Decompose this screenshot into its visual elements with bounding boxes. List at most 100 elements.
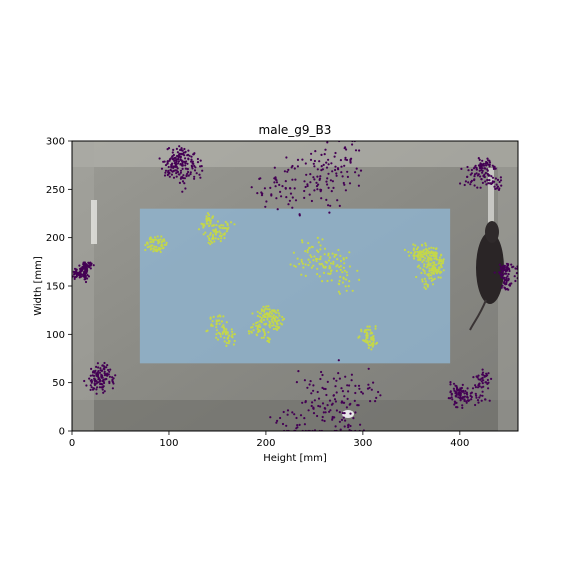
data-point: [157, 242, 160, 245]
data-point: [478, 169, 481, 172]
data-point: [177, 158, 180, 161]
data-point: [164, 171, 167, 174]
data-point: [336, 258, 339, 261]
data-point: [343, 269, 346, 272]
data-point: [422, 249, 425, 252]
data-point: [148, 245, 151, 248]
data-point: [461, 396, 464, 399]
data-point: [360, 328, 363, 331]
data-point: [313, 178, 316, 181]
data-point: [111, 380, 114, 384]
data-point: [322, 411, 325, 414]
data-point: [341, 390, 344, 393]
data-point: [216, 338, 220, 341]
data-point: [321, 402, 325, 405]
data-point: [372, 341, 375, 344]
arena-left-wall: [72, 141, 94, 431]
data-point: [345, 289, 348, 292]
data-point: [329, 179, 332, 182]
data-point: [343, 395, 346, 398]
data-point: [262, 336, 265, 339]
data-point: [94, 369, 97, 372]
data-point: [350, 373, 353, 376]
data-point: [263, 187, 266, 190]
data-point: [503, 264, 506, 267]
data-point: [85, 265, 89, 268]
data-point: [165, 241, 168, 244]
data-point: [338, 377, 341, 380]
data-point: [294, 265, 297, 268]
data-point: [172, 153, 175, 157]
data-point: [374, 400, 377, 403]
data-point: [181, 163, 184, 166]
data-point: [260, 316, 263, 320]
data-point: [370, 342, 373, 345]
data-point: [282, 410, 285, 414]
data-point: [297, 370, 300, 373]
data-point: [487, 163, 490, 166]
data-point: [295, 416, 298, 420]
data-point: [233, 339, 236, 343]
data-point: [442, 258, 445, 261]
data-point: [438, 262, 441, 265]
data-point: [498, 263, 502, 266]
data-point: [220, 237, 223, 240]
data-point: [361, 392, 364, 395]
data-point: [477, 157, 480, 160]
data-point: [263, 332, 266, 335]
data-point: [463, 392, 466, 395]
data-point: [96, 374, 99, 378]
data-point: [333, 398, 337, 401]
data-point: [416, 250, 419, 253]
y-tick-label: 100: [46, 330, 65, 341]
data-point: [209, 232, 212, 235]
data-point: [426, 258, 429, 261]
data-point: [266, 308, 269, 311]
data-point: [490, 377, 493, 380]
data-point: [505, 267, 509, 270]
data-point: [170, 163, 173, 166]
data-point: [481, 159, 484, 162]
data-point: [216, 315, 219, 318]
arena-photo: [72, 141, 518, 431]
data-point: [210, 324, 213, 327]
data-point: [296, 158, 300, 161]
data-point: [324, 407, 327, 410]
data-point: [428, 270, 431, 273]
data-point: [490, 182, 493, 185]
x-tick-label: 200: [256, 438, 275, 449]
y-tick-label: 0: [59, 427, 65, 438]
data-point: [344, 189, 347, 192]
data-point: [323, 153, 326, 156]
data-point: [232, 343, 235, 346]
data-point: [278, 183, 281, 186]
data-point: [260, 194, 264, 197]
data-point: [341, 271, 344, 274]
mouse-head: [485, 221, 499, 243]
data-point: [330, 162, 333, 165]
data-point: [177, 162, 180, 165]
data-point: [412, 243, 415, 246]
data-point: [440, 260, 443, 263]
data-point: [175, 175, 178, 178]
data-point: [304, 185, 307, 189]
data-point: [163, 160, 166, 163]
data-point: [329, 262, 333, 265]
data-point: [408, 254, 411, 257]
data-point: [374, 325, 377, 328]
data-point: [265, 322, 268, 325]
data-point: [182, 174, 185, 177]
data-point: [167, 169, 170, 172]
data-point: [423, 277, 426, 280]
data-point: [294, 178, 297, 181]
data-point: [425, 282, 428, 285]
data-point: [477, 401, 480, 404]
data-point: [211, 224, 214, 227]
data-point: [440, 258, 443, 261]
data-point: [284, 187, 287, 190]
data-point: [310, 152, 313, 155]
data-point: [333, 155, 336, 158]
data-point: [351, 143, 354, 146]
data-point: [273, 166, 276, 169]
data-point: [313, 255, 316, 258]
